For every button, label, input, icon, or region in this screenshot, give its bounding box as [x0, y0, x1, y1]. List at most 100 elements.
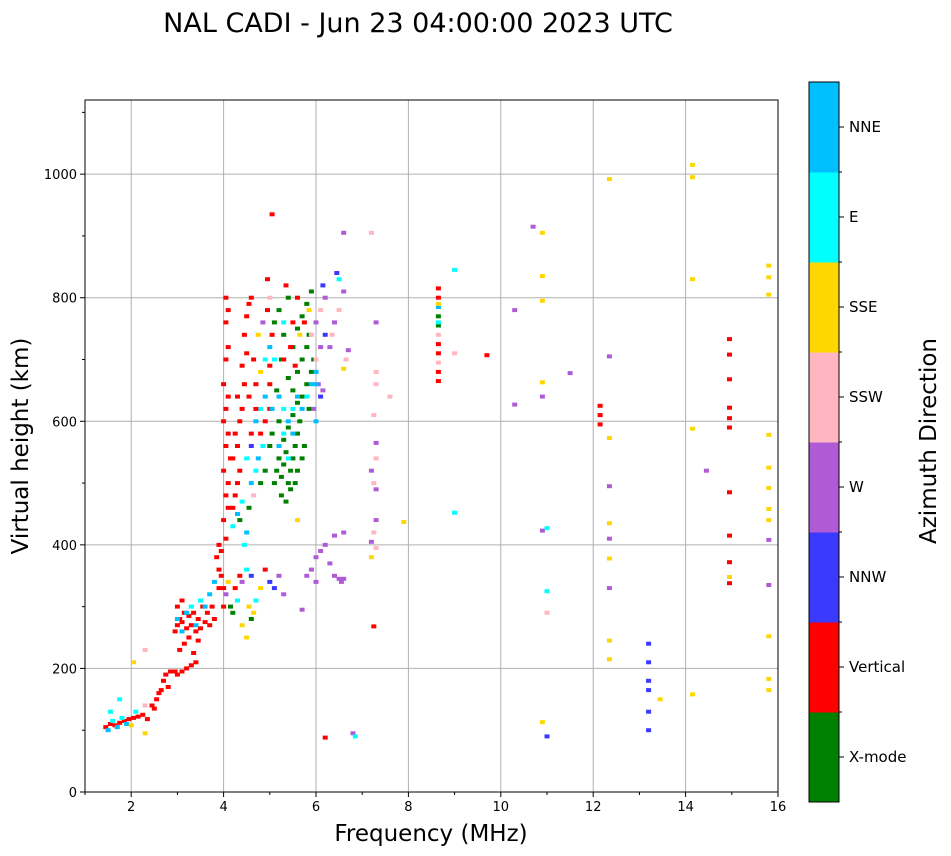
data-point-vertical — [246, 301, 252, 306]
data-point-ssw — [371, 413, 377, 418]
colorbar-segment — [809, 712, 839, 803]
data-point-x-mode — [304, 301, 310, 306]
data-point-x-mode — [290, 456, 296, 461]
data-point-vertical — [135, 714, 141, 719]
data-point-e — [133, 709, 139, 714]
data-point-nne — [269, 406, 275, 411]
data-point-ssw — [329, 332, 335, 337]
data-point-vertical — [214, 555, 220, 560]
data-point-nne — [248, 481, 254, 486]
data-point-w — [332, 533, 337, 538]
data-point-w — [318, 345, 324, 350]
data-point-sse — [539, 380, 545, 385]
data-point-vertical — [435, 379, 441, 384]
data-point-vertical — [727, 377, 732, 382]
data-point-nne — [313, 382, 319, 387]
data-point-x-mode — [274, 468, 280, 473]
data-point-vertical — [265, 277, 270, 282]
data-point-vertical — [292, 363, 298, 368]
data-point-x-mode — [285, 376, 291, 380]
data-point-vertical — [248, 295, 254, 300]
data-point-vertical — [267, 382, 273, 387]
data-point-x-mode — [269, 431, 275, 436]
data-point-vertical — [179, 620, 185, 625]
data-point-vertical — [172, 629, 178, 634]
data-point-w — [373, 440, 379, 445]
data-point-w — [322, 542, 328, 547]
data-point-sse — [690, 426, 695, 431]
data-point-vertical — [269, 212, 275, 217]
data-point-vertical — [246, 394, 252, 399]
data-point-x-mode — [258, 481, 264, 486]
data-point-w — [336, 576, 342, 581]
data-point-e — [244, 567, 250, 572]
data-point-x-mode — [290, 413, 296, 418]
data-point-w — [260, 320, 266, 325]
data-point-x-mode — [295, 369, 300, 374]
data-point-nne — [184, 610, 190, 615]
data-point-nnw — [646, 688, 652, 693]
data-point-e — [544, 589, 550, 594]
colorbar-segment — [809, 172, 839, 263]
data-point-ssw — [435, 360, 441, 365]
data-point-w — [368, 468, 374, 473]
colorbar-segment — [809, 262, 839, 353]
data-point-sse — [766, 292, 772, 297]
data-point-x-mode — [283, 450, 289, 455]
data-point-vertical — [216, 542, 222, 547]
data-point-vertical — [184, 666, 190, 671]
data-point-sse — [225, 579, 231, 584]
data-point-sse — [258, 369, 264, 374]
data-point-nne — [179, 629, 185, 634]
data-point-vertical — [225, 481, 231, 486]
data-point-nne — [202, 604, 208, 609]
data-point-nne — [105, 728, 111, 733]
data-point-x-mode — [276, 308, 282, 313]
x-tick-label: 14 — [677, 800, 694, 815]
data-point-e — [304, 394, 310, 399]
data-point-w — [276, 573, 282, 578]
data-point-x-mode — [292, 481, 298, 486]
data-point-vertical — [230, 456, 236, 461]
data-point-x-mode — [290, 388, 296, 393]
data-point-vertical — [140, 712, 146, 717]
data-point-w — [341, 289, 347, 294]
data-point-ssw — [373, 545, 379, 550]
data-point-w — [223, 592, 229, 597]
data-point-sse — [131, 660, 136, 665]
data-point-vertical — [186, 613, 192, 618]
data-point-vertical — [237, 573, 243, 578]
data-point-x-mode — [435, 323, 441, 328]
data-point-vertical — [322, 735, 328, 740]
data-point-vertical — [174, 623, 180, 628]
data-point-w — [606, 536, 612, 541]
data-point-e — [281, 320, 287, 325]
data-point-vertical — [221, 419, 227, 424]
data-point-vertical — [158, 688, 164, 693]
data-point-vertical — [195, 638, 201, 643]
data-point-sse — [295, 518, 300, 523]
colorbar-tick-label: NNE — [849, 118, 881, 136]
data-point-w — [606, 586, 612, 591]
data-point-w — [512, 308, 518, 313]
data-point-vertical — [174, 672, 180, 677]
data-point-e — [285, 456, 291, 461]
data-point-sse — [251, 610, 257, 615]
data-point-nne — [114, 725, 120, 730]
grid-lines — [85, 100, 779, 793]
data-point-vertical — [184, 626, 190, 631]
data-point-w — [350, 731, 356, 736]
data-point-vertical — [235, 481, 240, 486]
data-point-sse — [255, 332, 261, 337]
data-point-e — [253, 468, 259, 473]
data-point-vertical — [435, 286, 441, 291]
data-point-nne — [262, 394, 268, 399]
data-point-nne — [276, 394, 282, 399]
data-point-sse — [246, 604, 252, 609]
data-point-ssw — [142, 703, 148, 708]
data-point-vertical — [181, 641, 187, 646]
colorbar-tick-label: SSE — [849, 298, 878, 316]
y-tick-label: 1000 — [44, 168, 77, 183]
data-point-x-mode — [295, 431, 300, 436]
data-point-w — [338, 579, 344, 584]
